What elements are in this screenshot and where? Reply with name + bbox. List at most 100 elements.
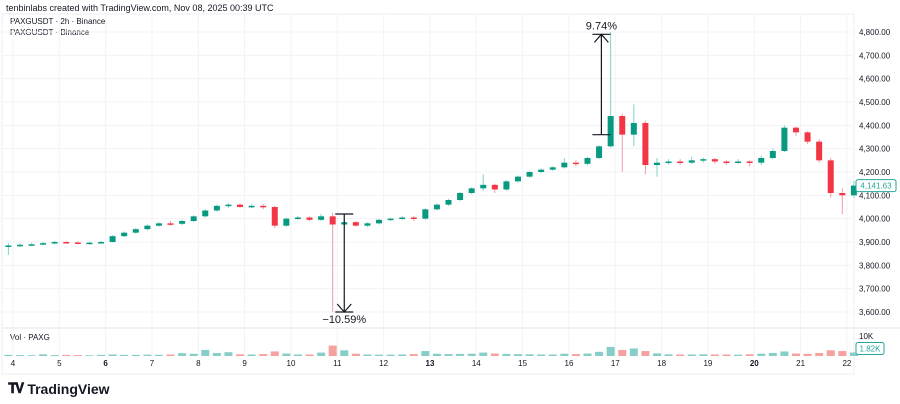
candle-body	[144, 225, 151, 230]
price-tick-label: 4,800.00	[859, 28, 891, 37]
volume-bar	[791, 353, 800, 356]
candle-body	[642, 122, 649, 165]
volume-bar	[803, 353, 812, 356]
time-tick-label: 20	[750, 359, 759, 368]
candle-body	[480, 184, 487, 189]
price-tick-label: 3,700.00	[859, 285, 891, 294]
volume-bar	[131, 354, 140, 356]
volume-bar	[39, 354, 48, 356]
time-tick-label: 10	[287, 359, 296, 368]
candle-body	[376, 219, 383, 224]
candle-body	[596, 146, 603, 158]
candle-body	[445, 199, 452, 205]
volume-bar	[479, 352, 488, 356]
price-tick-label: 4,300.00	[859, 145, 891, 154]
candle-body	[839, 192, 846, 196]
candle-body	[619, 115, 626, 135]
candle-body	[433, 204, 440, 210]
measure-arrow-icon	[336, 303, 352, 313]
volume-bar	[73, 355, 82, 356]
volume-bar	[595, 351, 604, 356]
volume-bar	[548, 354, 557, 356]
volume-bar	[259, 354, 268, 356]
candle-body	[665, 161, 672, 163]
volume-bar	[62, 354, 71, 356]
candle-body	[318, 216, 325, 220]
candle-body	[804, 132, 811, 142]
candle-body	[121, 232, 128, 237]
candle-body	[735, 161, 742, 163]
candle-body	[40, 243, 47, 245]
candle-body	[74, 242, 81, 244]
time-tick-label: 21	[796, 359, 805, 368]
time-tick-label: 18	[657, 359, 666, 368]
candle-body	[399, 217, 406, 219]
candle-body	[503, 181, 510, 190]
time-tick-label: 16	[565, 359, 574, 368]
volume-bar	[189, 353, 198, 356]
candle-body	[468, 188, 475, 193]
candle-body	[758, 157, 765, 163]
volume-bar	[224, 352, 233, 356]
candle-body	[271, 206, 278, 226]
candle-body	[572, 162, 579, 165]
candle-body	[352, 222, 359, 226]
candle-body	[711, 159, 718, 162]
volume-bar	[4, 354, 13, 356]
candle-body	[329, 216, 336, 225]
volume-bar	[247, 354, 256, 356]
price-tick-label: 4,000.00	[859, 215, 891, 224]
volume-bar	[432, 353, 441, 356]
volume-bar	[363, 354, 372, 356]
tradingview-logo[interactable]: 𝐓𝐕 TradingView	[8, 380, 110, 397]
candle-body	[792, 127, 799, 133]
volume-bar	[525, 354, 534, 356]
candle-body	[561, 162, 568, 168]
candle-body	[364, 223, 371, 226]
volume-bar	[201, 349, 210, 356]
candle-body	[202, 210, 209, 217]
volume-bar	[768, 352, 777, 356]
candle-body	[422, 209, 429, 219]
volume-bar	[560, 353, 569, 356]
candle-body	[109, 236, 116, 242]
volume-bar	[328, 345, 337, 356]
volume-bar	[502, 353, 511, 356]
volume-legend[interactable]: Vol · PAXG	[10, 333, 50, 342]
volume-bar	[490, 353, 499, 356]
time-tick-label: 22	[842, 359, 851, 368]
time-tick-label: 12	[379, 359, 388, 368]
volume-bar	[676, 354, 685, 356]
volume-bar	[212, 352, 221, 356]
volume-bar	[27, 355, 36, 356]
volume-bar	[409, 354, 418, 356]
volume-bar	[317, 352, 326, 356]
candle-body	[16, 244, 23, 247]
candle-body	[213, 205, 220, 211]
chart-frame	[1, 13, 855, 375]
volume-bar	[50, 355, 59, 356]
candle-body	[5, 245, 12, 247]
candle-body	[526, 171, 533, 177]
candle-body	[283, 218, 290, 226]
symbol-legend[interactable]: PAXGUSDT · 2h · Binance	[10, 17, 106, 26]
volume-bar	[734, 354, 743, 356]
volume-bar	[178, 353, 187, 356]
time-tick-label: 5	[57, 359, 62, 368]
time-tick-label: 8	[196, 359, 201, 368]
time-tick-label: 7	[150, 359, 155, 368]
candle-body	[28, 244, 35, 246]
volume-bar	[386, 354, 395, 356]
volume-bar	[270, 351, 279, 356]
candle-body	[410, 217, 417, 219]
volume-bar	[108, 354, 117, 356]
volume-bar	[305, 354, 314, 356]
price-tick-label: 4,400.00	[859, 121, 891, 130]
measure-arrow-icon	[593, 33, 609, 43]
time-tick-label: 9	[242, 359, 247, 368]
candle-body	[827, 160, 834, 193]
time-tick-label: 6	[103, 359, 108, 368]
price-tick-label: 4,600.00	[859, 75, 891, 84]
volume-bar	[282, 353, 291, 356]
